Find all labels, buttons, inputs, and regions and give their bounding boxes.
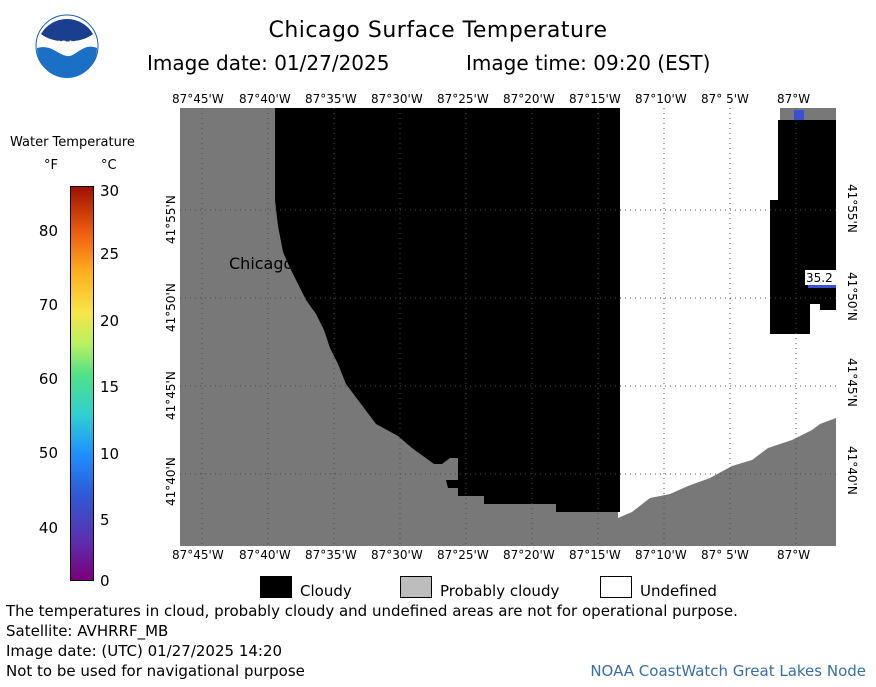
- lat-left-3: 41°45'N: [164, 371, 178, 420]
- lon-bot-7: 87°15'W: [569, 548, 621, 562]
- image-time: Image time: 09:20 (EST): [466, 51, 711, 75]
- footer-image-date: Image date: (UTC) 01/27/2025 14:20: [6, 642, 283, 660]
- water-sample-pixel: [794, 110, 804, 120]
- lon-bot-10: 87°W: [777, 548, 811, 562]
- lat-left-1: 41°55'N: [164, 195, 178, 244]
- lon-top-3: 87°35'W: [305, 92, 357, 106]
- tick-c-10: 10: [100, 445, 120, 463]
- lon-top-6: 87°20'W: [503, 92, 555, 106]
- lon-bot-1: 87°45'W: [172, 548, 224, 562]
- footer-disclaimer: The temperatures in cloud, probably clou…: [6, 602, 738, 620]
- readout-box: [805, 270, 836, 285]
- tick-c-0: 0: [100, 572, 110, 590]
- key-cloudy-swatch: [260, 576, 292, 598]
- chicago-label: Chicago: [229, 254, 293, 273]
- legend-unit-f: °F: [44, 158, 58, 173]
- lat-right-1: 41°55'N: [845, 184, 859, 233]
- tick-c-30: 30: [100, 182, 120, 200]
- lon-bot-4: 87°30'W: [371, 548, 423, 562]
- footer-credit: NOAA CoastWatch Great Lakes Node: [590, 662, 866, 680]
- key-probably-cloudy-swatch: [400, 576, 432, 598]
- lon-top-10: 87°W: [777, 92, 811, 106]
- lat-left-2: 41°50'N: [164, 283, 178, 332]
- image-date: Image date: 01/27/2025: [147, 51, 390, 75]
- noaa-logo: NOAA: [35, 14, 99, 78]
- tick-c-5: 5: [100, 511, 110, 529]
- temperature-readout: 35.2: [806, 271, 833, 285]
- tick-c-25: 25: [100, 245, 120, 263]
- key-undefined-label: Undefined: [640, 582, 717, 600]
- tick-c-20: 20: [100, 312, 120, 330]
- tick-f-80: 80: [38, 222, 58, 240]
- cloudy-area-east: [770, 120, 836, 334]
- lat-right-2: 41°50'N: [845, 272, 859, 321]
- color-scale-bar: [70, 186, 94, 581]
- tick-c-15: 15: [100, 378, 120, 396]
- lon-top-4: 87°30'W: [371, 92, 423, 106]
- tick-f-50: 50: [38, 444, 58, 462]
- noaa-logo-text: NOAA: [54, 39, 81, 49]
- map-grid: [180, 108, 836, 546]
- chicago-marker[interactable]: [297, 244, 307, 254]
- lon-bot-6: 87°20'W: [503, 548, 555, 562]
- lon-top-5: 87°25'W: [437, 92, 489, 106]
- key-cloudy-label: Cloudy: [300, 582, 352, 600]
- lon-bot-9: 87° 5'W: [701, 548, 749, 562]
- lon-bot-2: 87°40'W: [239, 548, 291, 562]
- lon-top-9: 87° 5'W: [701, 92, 749, 106]
- map-title: Chicago Surface Temperature: [268, 18, 608, 43]
- footer-satellite: Satellite: AVHRRF_MB: [6, 622, 169, 640]
- legend-unit-c: °C: [101, 158, 117, 173]
- lon-top-1: 87°45'W: [172, 92, 224, 106]
- key-probably-cloudy-label: Probably cloudy: [440, 582, 560, 600]
- lon-top-8: 87°10'W: [635, 92, 687, 106]
- cloudy-area: [275, 108, 620, 512]
- lat-left-4: 41°40'N: [164, 457, 178, 506]
- key-undefined-swatch: [600, 576, 632, 598]
- water-sample-line: [808, 284, 836, 288]
- map-area[interactable]: Chicago 35.2: [180, 108, 836, 546]
- lon-bot-5: 87°25'W: [437, 548, 489, 562]
- legend-title: Water Temperature: [10, 135, 135, 150]
- tick-f-60: 60: [38, 370, 58, 388]
- lon-bot-3: 87°35'W: [305, 548, 357, 562]
- lon-bot-8: 87°10'W: [635, 548, 687, 562]
- footer-navigation-note: Not to be used for navigational purpose: [6, 662, 305, 680]
- lon-top-7: 87°15'W: [569, 92, 621, 106]
- tick-f-70: 70: [38, 296, 58, 314]
- lon-top-2: 87°40'W: [239, 92, 291, 106]
- lat-right-3: 41°45'N: [845, 358, 859, 407]
- tick-f-40: 40: [38, 519, 58, 537]
- lat-right-4: 41°40'N: [845, 446, 859, 495]
